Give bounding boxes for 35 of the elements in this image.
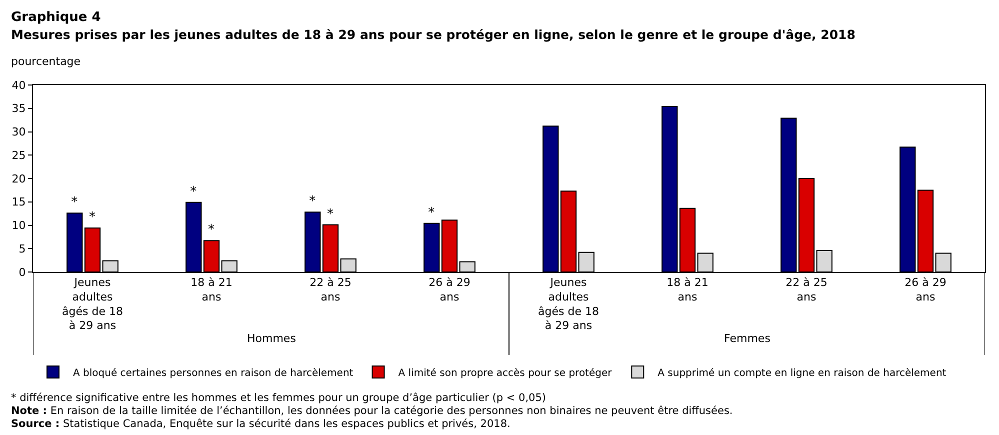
- text: Hommes: [247, 332, 296, 345]
- legend-label: A limité son propre accès pour se protéger: [398, 368, 613, 379]
- x-tick-label: Jeunes adultes âgés de 18 à 29 ans: [538, 276, 599, 332]
- data-label: *: [190, 184, 198, 200]
- legend-label: A supprimé un compte en ligne en raison de harcèlement: [658, 368, 946, 379]
- text: Note : En raison de la taille limitée de l’échantillon, les données pour la catégorie des personnes non binaires ne peuvent être diffusées.: [11, 405, 733, 417]
- y-tick-label: 15: [12, 196, 26, 209]
- chart-subtitle: Mesures prises par les jeunes adultes de 18 à 29 ans pour se protéger en ligne, selon le genre et le groupe d'âge, 2018: [11, 27, 856, 42]
- x-tick-label: 22 à 25 ans: [786, 276, 828, 304]
- x-tick-label: 22 à 25 ans: [310, 276, 352, 304]
- data-label: *: [428, 205, 436, 220]
- text: * différence significative entre les hommes et les femmes pour un groupe d’âge particulier (p < 0,05): [11, 392, 546, 404]
- y-tick-label: 5: [18, 242, 26, 256]
- y-tick-label: 40: [12, 78, 26, 92]
- legend-label: A bloqué certaines personnes en raison de harcèlement: [73, 368, 354, 379]
- x-tick-label: 26 à 29 ans: [428, 276, 470, 304]
- x-tick-label: 26 à 29 ans: [904, 276, 946, 304]
- data-label: *: [327, 206, 334, 222]
- y-tick-label: 30: [12, 126, 26, 139]
- source-note: Source : Statistique Canada, Enquête sur la sécurité dans les espaces publics et privés, 2018.: [11, 418, 510, 430]
- y-tick-label: 10: [12, 219, 26, 232]
- data-label: *: [89, 210, 96, 226]
- y-tick-label: 0: [18, 266, 26, 279]
- chart-title: Graphique 4: [11, 10, 101, 25]
- y-tick-label: 35: [12, 102, 26, 116]
- data-label: *: [71, 195, 78, 210]
- y-tick-label: 20: [12, 172, 26, 186]
- x-tick-label: 18 à 21 ans: [190, 276, 232, 304]
- y-tick-label: 25: [12, 148, 26, 162]
- x-tick-label: Jeunes adultes âgés de 18 à 29 ans: [62, 276, 123, 332]
- data-label: *: [208, 222, 215, 238]
- y-axis-title: pourcentage: [11, 55, 81, 68]
- text: Femmes: [724, 332, 771, 345]
- data-label: *: [309, 194, 316, 210]
- x-tick-label: 18 à 21 ans: [666, 276, 708, 304]
